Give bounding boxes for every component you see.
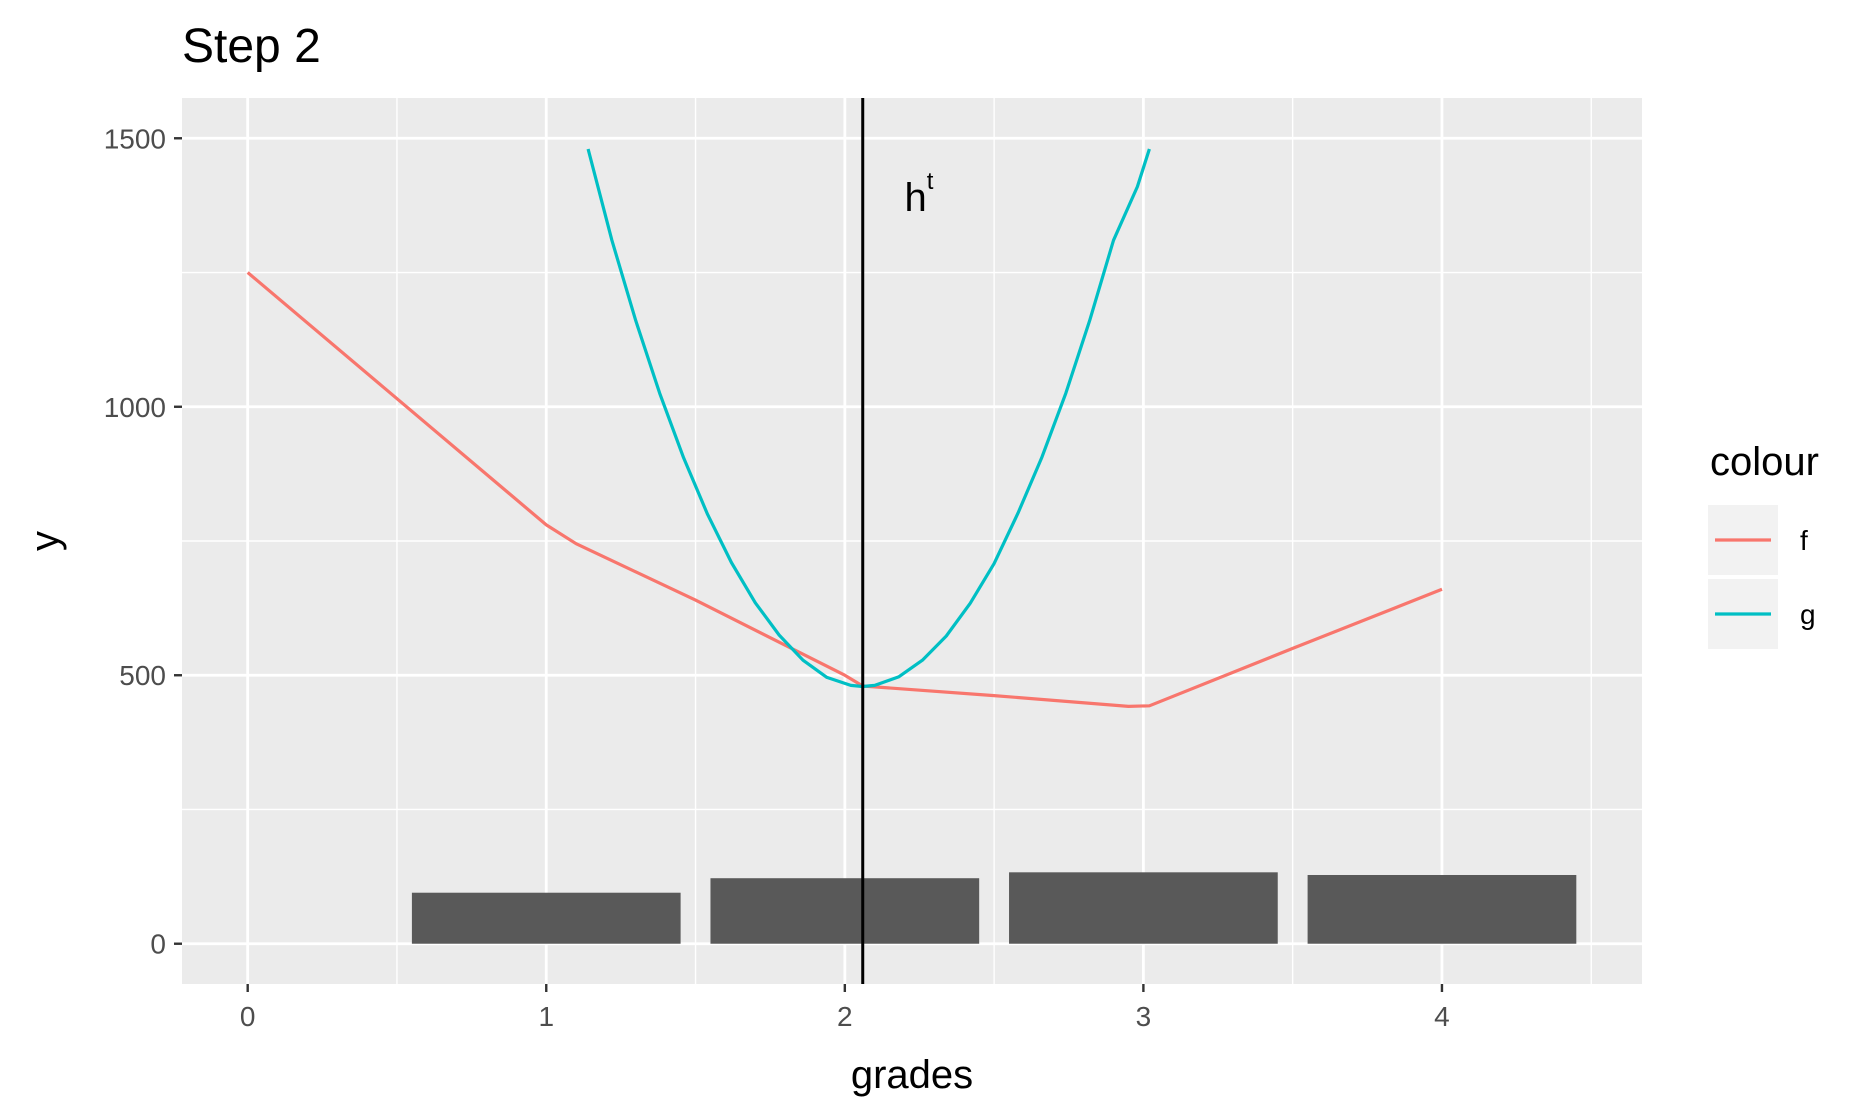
- vline-annotation: ht: [905, 168, 934, 220]
- bar: [1307, 874, 1577, 944]
- legend: colour fg: [1708, 440, 1819, 649]
- legend-items: fg: [1708, 505, 1816, 649]
- line-series: [246, 148, 1443, 709]
- y-tick-label: 1000: [104, 392, 166, 423]
- legend-title: colour: [1710, 440, 1819, 484]
- legend-label: f: [1800, 525, 1808, 556]
- series-line-f: [246, 271, 1443, 709]
- vline-label-superscript: t: [927, 168, 934, 195]
- bar: [411, 892, 681, 944]
- bar-series: [411, 872, 1577, 944]
- y-tick-label: 1500: [104, 123, 166, 154]
- y-axis: 0 500 1000 1500: [104, 123, 182, 960]
- x-axis: 0 1 2 3 4: [240, 984, 1450, 1032]
- series-line-g: [586, 148, 1151, 689]
- x-tick-label: 1: [538, 1001, 554, 1032]
- vline-label: h: [905, 176, 927, 220]
- bar: [1009, 872, 1278, 944]
- y-tick-label: 0: [150, 929, 166, 960]
- x-tick-label: 4: [1434, 1001, 1450, 1032]
- x-axis-title: grades: [851, 1053, 973, 1097]
- legend-label: g: [1800, 599, 1816, 630]
- x-tick-label: 3: [1136, 1001, 1152, 1032]
- bar: [710, 878, 980, 944]
- x-tick-label: 0: [240, 1001, 256, 1032]
- y-axis-title: y: [23, 531, 67, 551]
- minor-gridlines: [182, 98, 1642, 984]
- chart-title: Step 2: [182, 20, 321, 73]
- y-tick-label: 500: [119, 660, 166, 691]
- x-tick-label: 2: [837, 1001, 853, 1032]
